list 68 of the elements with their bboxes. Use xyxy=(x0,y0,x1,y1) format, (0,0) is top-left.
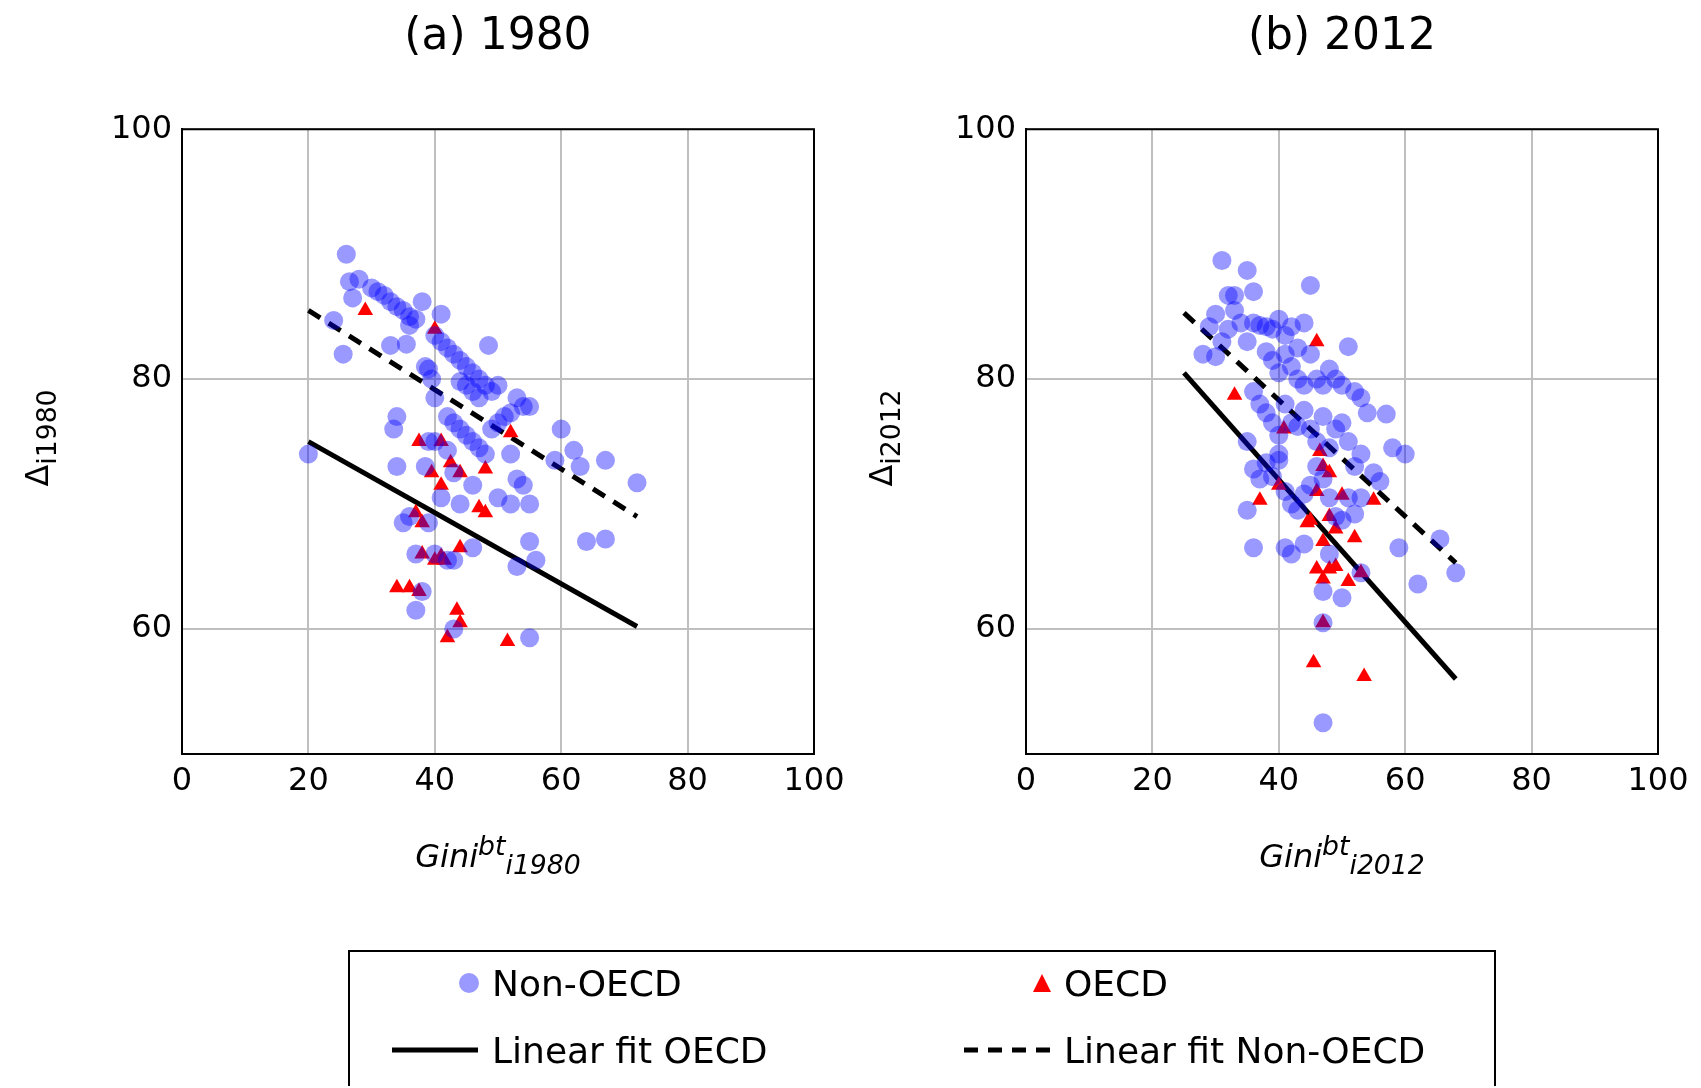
point xyxy=(414,513,430,528)
point xyxy=(411,432,427,447)
point xyxy=(1365,491,1382,505)
point xyxy=(1312,442,1328,457)
point xyxy=(1271,476,1287,490)
point xyxy=(427,320,443,334)
x-tick-label: 100 xyxy=(1627,759,1689,798)
point xyxy=(357,301,374,315)
point xyxy=(1252,491,1268,505)
point xyxy=(449,601,465,615)
point xyxy=(452,613,468,628)
x-tick-label: 40 xyxy=(1258,759,1300,798)
point xyxy=(401,578,418,593)
point xyxy=(436,551,453,565)
y-tick-label: 100 xyxy=(954,107,1016,146)
point xyxy=(1321,507,1338,522)
y-tick-label: 60 xyxy=(975,607,1016,646)
point xyxy=(1315,570,1331,584)
legend-label: Non-OECD xyxy=(491,962,683,1004)
point xyxy=(433,432,449,447)
point xyxy=(1276,420,1292,434)
point xyxy=(1308,332,1325,347)
x-tick-label: 0 xyxy=(171,759,193,798)
chart-title: (a) 1980 xyxy=(403,8,593,59)
point xyxy=(477,503,494,518)
point xyxy=(502,423,519,438)
point xyxy=(1353,563,1369,578)
point xyxy=(1340,572,1357,587)
legend-label: Linear fit Non-OECD xyxy=(1063,1029,1427,1071)
point xyxy=(1308,482,1325,497)
point xyxy=(452,538,468,553)
point xyxy=(499,632,516,647)
y-tick-label: 100 xyxy=(110,107,172,146)
point xyxy=(408,503,424,518)
x-tick-label: 20 xyxy=(1132,759,1173,798)
point xyxy=(1321,463,1338,478)
point xyxy=(414,545,430,559)
legend-label: Linear fit OECD xyxy=(491,1029,769,1071)
x-tick-label: 40 xyxy=(414,759,456,798)
chart-title: (b) 2012 xyxy=(1246,8,1438,59)
point xyxy=(433,476,449,490)
point xyxy=(477,460,494,474)
point xyxy=(1346,528,1363,543)
point xyxy=(1315,532,1331,547)
x-tick-label: 60 xyxy=(540,759,582,798)
point xyxy=(442,453,459,468)
point xyxy=(389,578,405,593)
point xyxy=(423,463,440,478)
point xyxy=(439,628,456,643)
point xyxy=(411,582,427,597)
x-tick-label: 0 xyxy=(1015,759,1037,798)
point xyxy=(1327,520,1344,534)
x-tick-label: 20 xyxy=(288,759,329,798)
point xyxy=(1226,386,1243,400)
x-tick-label: 80 xyxy=(1511,759,1552,798)
x-tick-label: 60 xyxy=(1384,759,1426,798)
y-tick-label: 60 xyxy=(131,607,172,646)
point xyxy=(1305,653,1322,668)
y-tick-label: 80 xyxy=(131,357,172,396)
point xyxy=(452,463,468,478)
x-tick-label: 100 xyxy=(783,759,845,798)
point xyxy=(1356,667,1372,682)
point xyxy=(1315,613,1331,628)
point xyxy=(1308,560,1325,574)
legend-label: OECD xyxy=(1063,962,1169,1004)
y-tick-label: 80 xyxy=(975,357,1016,396)
point xyxy=(1334,486,1350,500)
x-tick-label: 80 xyxy=(667,759,708,798)
